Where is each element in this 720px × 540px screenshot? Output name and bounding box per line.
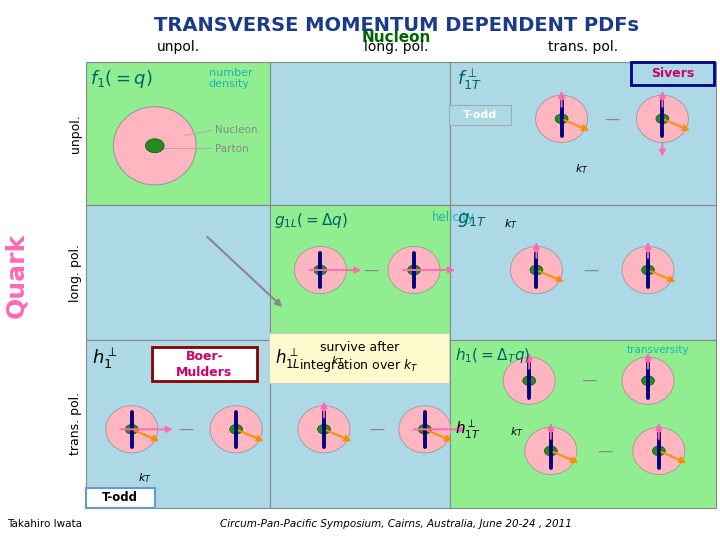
- Bar: [86, 205, 270, 340]
- Circle shape: [230, 424, 243, 434]
- Text: Parton: Parton: [215, 144, 248, 153]
- Text: $k_T$: $k_T$: [504, 217, 518, 231]
- Bar: [450, 205, 716, 340]
- Text: $k_T$: $k_T$: [138, 471, 151, 485]
- Text: survive after
integration over $k_T$: survive after integration over $k_T$: [300, 341, 419, 374]
- Text: —: —: [369, 422, 384, 437]
- FancyBboxPatch shape: [449, 105, 511, 125]
- Ellipse shape: [114, 107, 196, 185]
- Circle shape: [652, 446, 665, 456]
- Text: trans. pol.: trans. pol.: [548, 40, 618, 55]
- FancyBboxPatch shape: [631, 62, 714, 85]
- Circle shape: [642, 376, 654, 386]
- Bar: [270, 205, 450, 340]
- Text: T-odd: T-odd: [463, 110, 498, 120]
- Text: $g_{1T}$: $g_{1T}$: [457, 211, 487, 228]
- Text: unpol.: unpol.: [157, 40, 199, 55]
- Text: $g_{1L}(= \Delta q)$: $g_{1L}(= \Delta q)$: [274, 211, 348, 229]
- Text: Quark: Quark: [4, 233, 28, 318]
- Ellipse shape: [106, 406, 158, 453]
- Text: $k_T$: $k_T$: [510, 426, 523, 440]
- Circle shape: [408, 265, 420, 275]
- Bar: [270, 62, 450, 205]
- Circle shape: [523, 376, 536, 386]
- Ellipse shape: [633, 427, 685, 475]
- Ellipse shape: [536, 95, 588, 143]
- Circle shape: [125, 424, 138, 434]
- Text: Sivers: Sivers: [651, 67, 694, 80]
- Circle shape: [314, 265, 327, 275]
- Text: Boer-
Mulders: Boer- Mulders: [176, 350, 233, 379]
- Circle shape: [544, 446, 557, 456]
- Text: Takahiro Iwata: Takahiro Iwata: [7, 519, 82, 529]
- Circle shape: [530, 265, 543, 275]
- FancyBboxPatch shape: [152, 347, 257, 381]
- Text: TRANSVERSE MOMENTUM DEPENDENT PDFs: TRANSVERSE MOMENTUM DEPENDENT PDFs: [153, 16, 639, 35]
- Text: long. pol.: long. pol.: [69, 244, 82, 302]
- Text: number
density: number density: [209, 68, 253, 89]
- Text: helicity: helicity: [432, 211, 475, 224]
- Circle shape: [555, 114, 568, 124]
- Text: Nucleon: Nucleon: [215, 125, 257, 134]
- Ellipse shape: [503, 357, 555, 404]
- Text: —: —: [581, 373, 597, 388]
- Circle shape: [418, 424, 431, 434]
- Text: —: —: [363, 262, 379, 278]
- Text: —: —: [582, 262, 598, 278]
- Text: T-odd: T-odd: [102, 491, 138, 504]
- Circle shape: [145, 139, 164, 153]
- Ellipse shape: [388, 246, 440, 294]
- Bar: [86, 340, 270, 508]
- Bar: [450, 62, 716, 205]
- Ellipse shape: [294, 246, 346, 294]
- Ellipse shape: [622, 246, 674, 294]
- Circle shape: [642, 265, 654, 275]
- Text: trans. pol.: trans. pol.: [69, 393, 82, 455]
- Text: —: —: [597, 443, 613, 458]
- Ellipse shape: [622, 357, 674, 404]
- Text: —: —: [178, 422, 194, 437]
- Ellipse shape: [510, 246, 562, 294]
- Text: $k_T$: $k_T$: [331, 354, 345, 368]
- Text: Nucleon: Nucleon: [361, 30, 431, 45]
- Ellipse shape: [525, 427, 577, 475]
- Ellipse shape: [210, 406, 262, 453]
- Circle shape: [318, 424, 330, 434]
- Bar: [86, 62, 270, 205]
- Circle shape: [656, 114, 669, 124]
- Text: $h_{1L}^{\perp}$: $h_{1L}^{\perp}$: [275, 347, 301, 371]
- Text: transversity: transversity: [626, 345, 689, 355]
- Text: $h_{1T}^{\perp}$: $h_{1T}^{\perp}$: [455, 418, 481, 441]
- Text: $f_1(= q)$: $f_1(= q)$: [90, 68, 153, 90]
- FancyBboxPatch shape: [86, 488, 155, 508]
- Text: unpol.: unpol.: [69, 114, 82, 153]
- Bar: [270, 340, 450, 508]
- Ellipse shape: [399, 406, 451, 453]
- Text: $h_1(= \Delta_T q)$: $h_1(= \Delta_T q)$: [455, 346, 531, 365]
- Ellipse shape: [636, 95, 688, 143]
- Text: $k_T$: $k_T$: [575, 162, 588, 176]
- Bar: [450, 340, 716, 508]
- Text: $f_{1T}^{\perp}$: $f_{1T}^{\perp}$: [457, 68, 482, 92]
- Text: long. pol.: long. pol.: [364, 40, 428, 55]
- FancyBboxPatch shape: [269, 333, 449, 383]
- Text: —: —: [604, 111, 620, 126]
- Text: $h_1^{\perp}$: $h_1^{\perp}$: [92, 347, 117, 372]
- Text: Circum-Pan-Pacific Symposium, Cairns, Australia, June 20-24 , 2011: Circum-Pan-Pacific Symposium, Cairns, Au…: [220, 519, 572, 529]
- Ellipse shape: [298, 406, 350, 453]
